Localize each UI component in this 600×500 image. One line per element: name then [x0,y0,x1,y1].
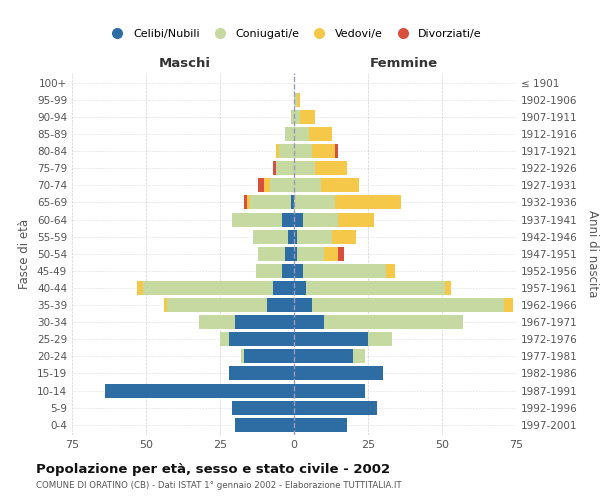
Bar [235,418,294,432]
Bar [294,93,297,107]
Bar [229,366,294,380]
Y-axis label: Anni di nascita: Anni di nascita [586,210,599,298]
Bar [312,144,335,158]
Bar [306,281,445,295]
Bar [504,298,513,312]
Bar [232,400,294,414]
Bar [294,418,347,432]
Bar [259,246,285,261]
Text: Femmine: Femmine [370,57,437,70]
Bar [273,161,276,176]
Bar [294,384,365,398]
Text: COMUNE DI ORATINO (CB) - Dati ISTAT 1° gennaio 2002 - Elaborazione TUTTITALIA.IT: COMUNE DI ORATINO (CB) - Dati ISTAT 1° g… [36,481,401,490]
Bar [288,230,294,243]
Y-axis label: Fasce di età: Fasce di età [19,218,31,289]
Text: Maschi: Maschi [158,57,211,70]
Bar [303,212,338,226]
Bar [294,196,335,209]
Bar [265,178,271,192]
Bar [244,196,247,209]
Bar [294,298,312,312]
Bar [291,110,294,124]
Bar [235,315,294,329]
Bar [312,298,504,312]
Bar [294,110,300,124]
Bar [285,127,294,141]
Bar [164,298,167,312]
Bar [294,246,297,261]
Bar [250,196,291,209]
Bar [297,93,300,107]
Bar [276,161,294,176]
Bar [332,230,356,243]
Bar [353,350,365,364]
Bar [386,264,395,278]
Bar [229,332,294,346]
Bar [368,332,392,346]
Bar [259,178,265,192]
Bar [232,212,282,226]
Bar [199,315,235,329]
Bar [220,332,229,346]
Bar [282,212,294,226]
Bar [104,384,294,398]
Bar [309,127,332,141]
Bar [303,264,386,278]
Bar [273,281,294,295]
Bar [315,161,347,176]
Bar [244,350,294,364]
Bar [294,366,383,380]
Bar [294,264,303,278]
Bar [294,350,353,364]
Bar [291,196,294,209]
Bar [294,178,320,192]
Bar [247,196,250,209]
Bar [143,281,273,295]
Bar [294,332,368,346]
Bar [338,246,344,261]
Legend: Celibi/Nubili, Coniugati/e, Vedovi/e, Divorziati/e: Celibi/Nubili, Coniugati/e, Vedovi/e, Di… [106,29,482,39]
Bar [294,281,306,295]
Bar [285,246,294,261]
Bar [268,298,294,312]
Bar [297,246,323,261]
Bar [256,264,282,278]
Bar [294,212,303,226]
Bar [282,264,294,278]
Bar [323,246,338,261]
Bar [335,144,338,158]
Bar [294,144,312,158]
Bar [253,230,288,243]
Bar [294,230,297,243]
Bar [294,161,315,176]
Bar [300,110,315,124]
Bar [276,144,279,158]
Bar [271,178,294,192]
Bar [323,315,463,329]
Bar [294,400,377,414]
Bar [137,281,143,295]
Text: Popolazione per età, sesso e stato civile - 2002: Popolazione per età, sesso e stato civil… [36,462,390,475]
Bar [241,350,244,364]
Bar [294,127,309,141]
Bar [445,281,451,295]
Bar [294,315,323,329]
Bar [279,144,294,158]
Bar [297,230,332,243]
Bar [335,196,401,209]
Bar [167,298,268,312]
Bar [338,212,374,226]
Bar [320,178,359,192]
